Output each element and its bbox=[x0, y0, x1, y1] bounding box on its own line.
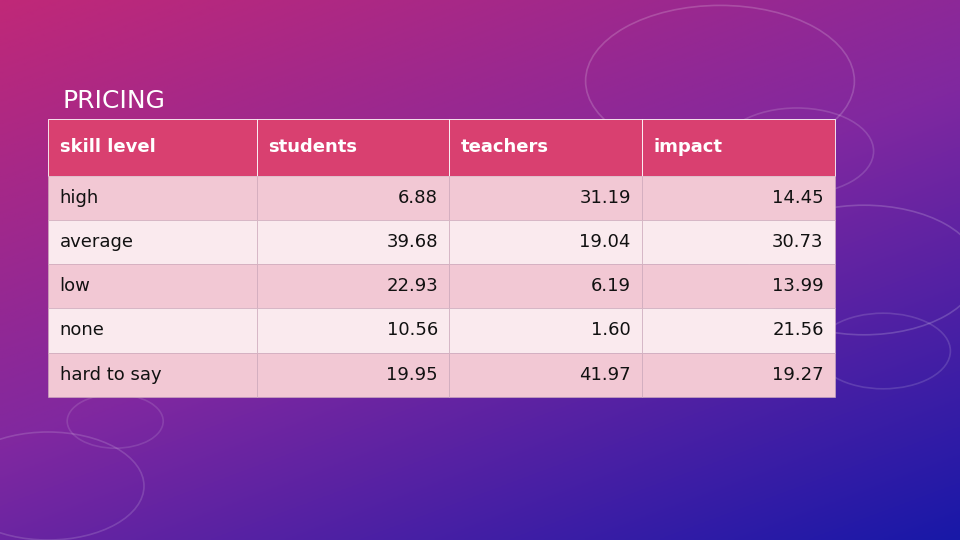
FancyBboxPatch shape bbox=[449, 119, 642, 176]
FancyBboxPatch shape bbox=[449, 220, 642, 264]
FancyBboxPatch shape bbox=[642, 308, 835, 353]
Text: skill level: skill level bbox=[60, 138, 156, 156]
FancyBboxPatch shape bbox=[48, 220, 256, 264]
Text: 6.88: 6.88 bbox=[398, 188, 438, 207]
Text: 1.60: 1.60 bbox=[591, 321, 631, 340]
Text: 22.93: 22.93 bbox=[386, 277, 438, 295]
FancyBboxPatch shape bbox=[449, 353, 642, 397]
FancyBboxPatch shape bbox=[449, 176, 642, 220]
FancyBboxPatch shape bbox=[256, 119, 449, 176]
FancyBboxPatch shape bbox=[48, 353, 256, 397]
Text: 10.56: 10.56 bbox=[387, 321, 438, 340]
Text: 6.19: 6.19 bbox=[590, 277, 631, 295]
Text: 19.04: 19.04 bbox=[580, 233, 631, 251]
Text: impact: impact bbox=[654, 138, 723, 156]
FancyBboxPatch shape bbox=[48, 176, 256, 220]
FancyBboxPatch shape bbox=[642, 119, 835, 176]
Text: 39.68: 39.68 bbox=[387, 233, 438, 251]
FancyBboxPatch shape bbox=[256, 353, 449, 397]
FancyBboxPatch shape bbox=[48, 264, 256, 308]
FancyBboxPatch shape bbox=[449, 308, 642, 353]
Text: average: average bbox=[60, 233, 133, 251]
FancyBboxPatch shape bbox=[256, 176, 449, 220]
Text: 30.73: 30.73 bbox=[772, 233, 824, 251]
FancyBboxPatch shape bbox=[642, 220, 835, 264]
Text: PRICING: PRICING bbox=[62, 89, 165, 113]
FancyBboxPatch shape bbox=[256, 308, 449, 353]
FancyBboxPatch shape bbox=[256, 220, 449, 264]
Text: students: students bbox=[268, 138, 357, 156]
Text: high: high bbox=[60, 188, 99, 207]
Text: hard to say: hard to say bbox=[60, 366, 161, 384]
Text: 21.56: 21.56 bbox=[772, 321, 824, 340]
FancyBboxPatch shape bbox=[256, 264, 449, 308]
Text: 14.45: 14.45 bbox=[772, 188, 824, 207]
FancyBboxPatch shape bbox=[48, 308, 256, 353]
FancyBboxPatch shape bbox=[642, 353, 835, 397]
Text: teachers: teachers bbox=[461, 138, 549, 156]
Text: 19.27: 19.27 bbox=[772, 366, 824, 384]
Text: low: low bbox=[60, 277, 90, 295]
Text: 31.19: 31.19 bbox=[579, 188, 631, 207]
Text: 19.95: 19.95 bbox=[386, 366, 438, 384]
FancyBboxPatch shape bbox=[48, 119, 256, 176]
Text: 41.97: 41.97 bbox=[579, 366, 631, 384]
FancyBboxPatch shape bbox=[449, 264, 642, 308]
Text: 13.99: 13.99 bbox=[772, 277, 824, 295]
Text: none: none bbox=[60, 321, 105, 340]
FancyBboxPatch shape bbox=[642, 176, 835, 220]
FancyBboxPatch shape bbox=[642, 264, 835, 308]
